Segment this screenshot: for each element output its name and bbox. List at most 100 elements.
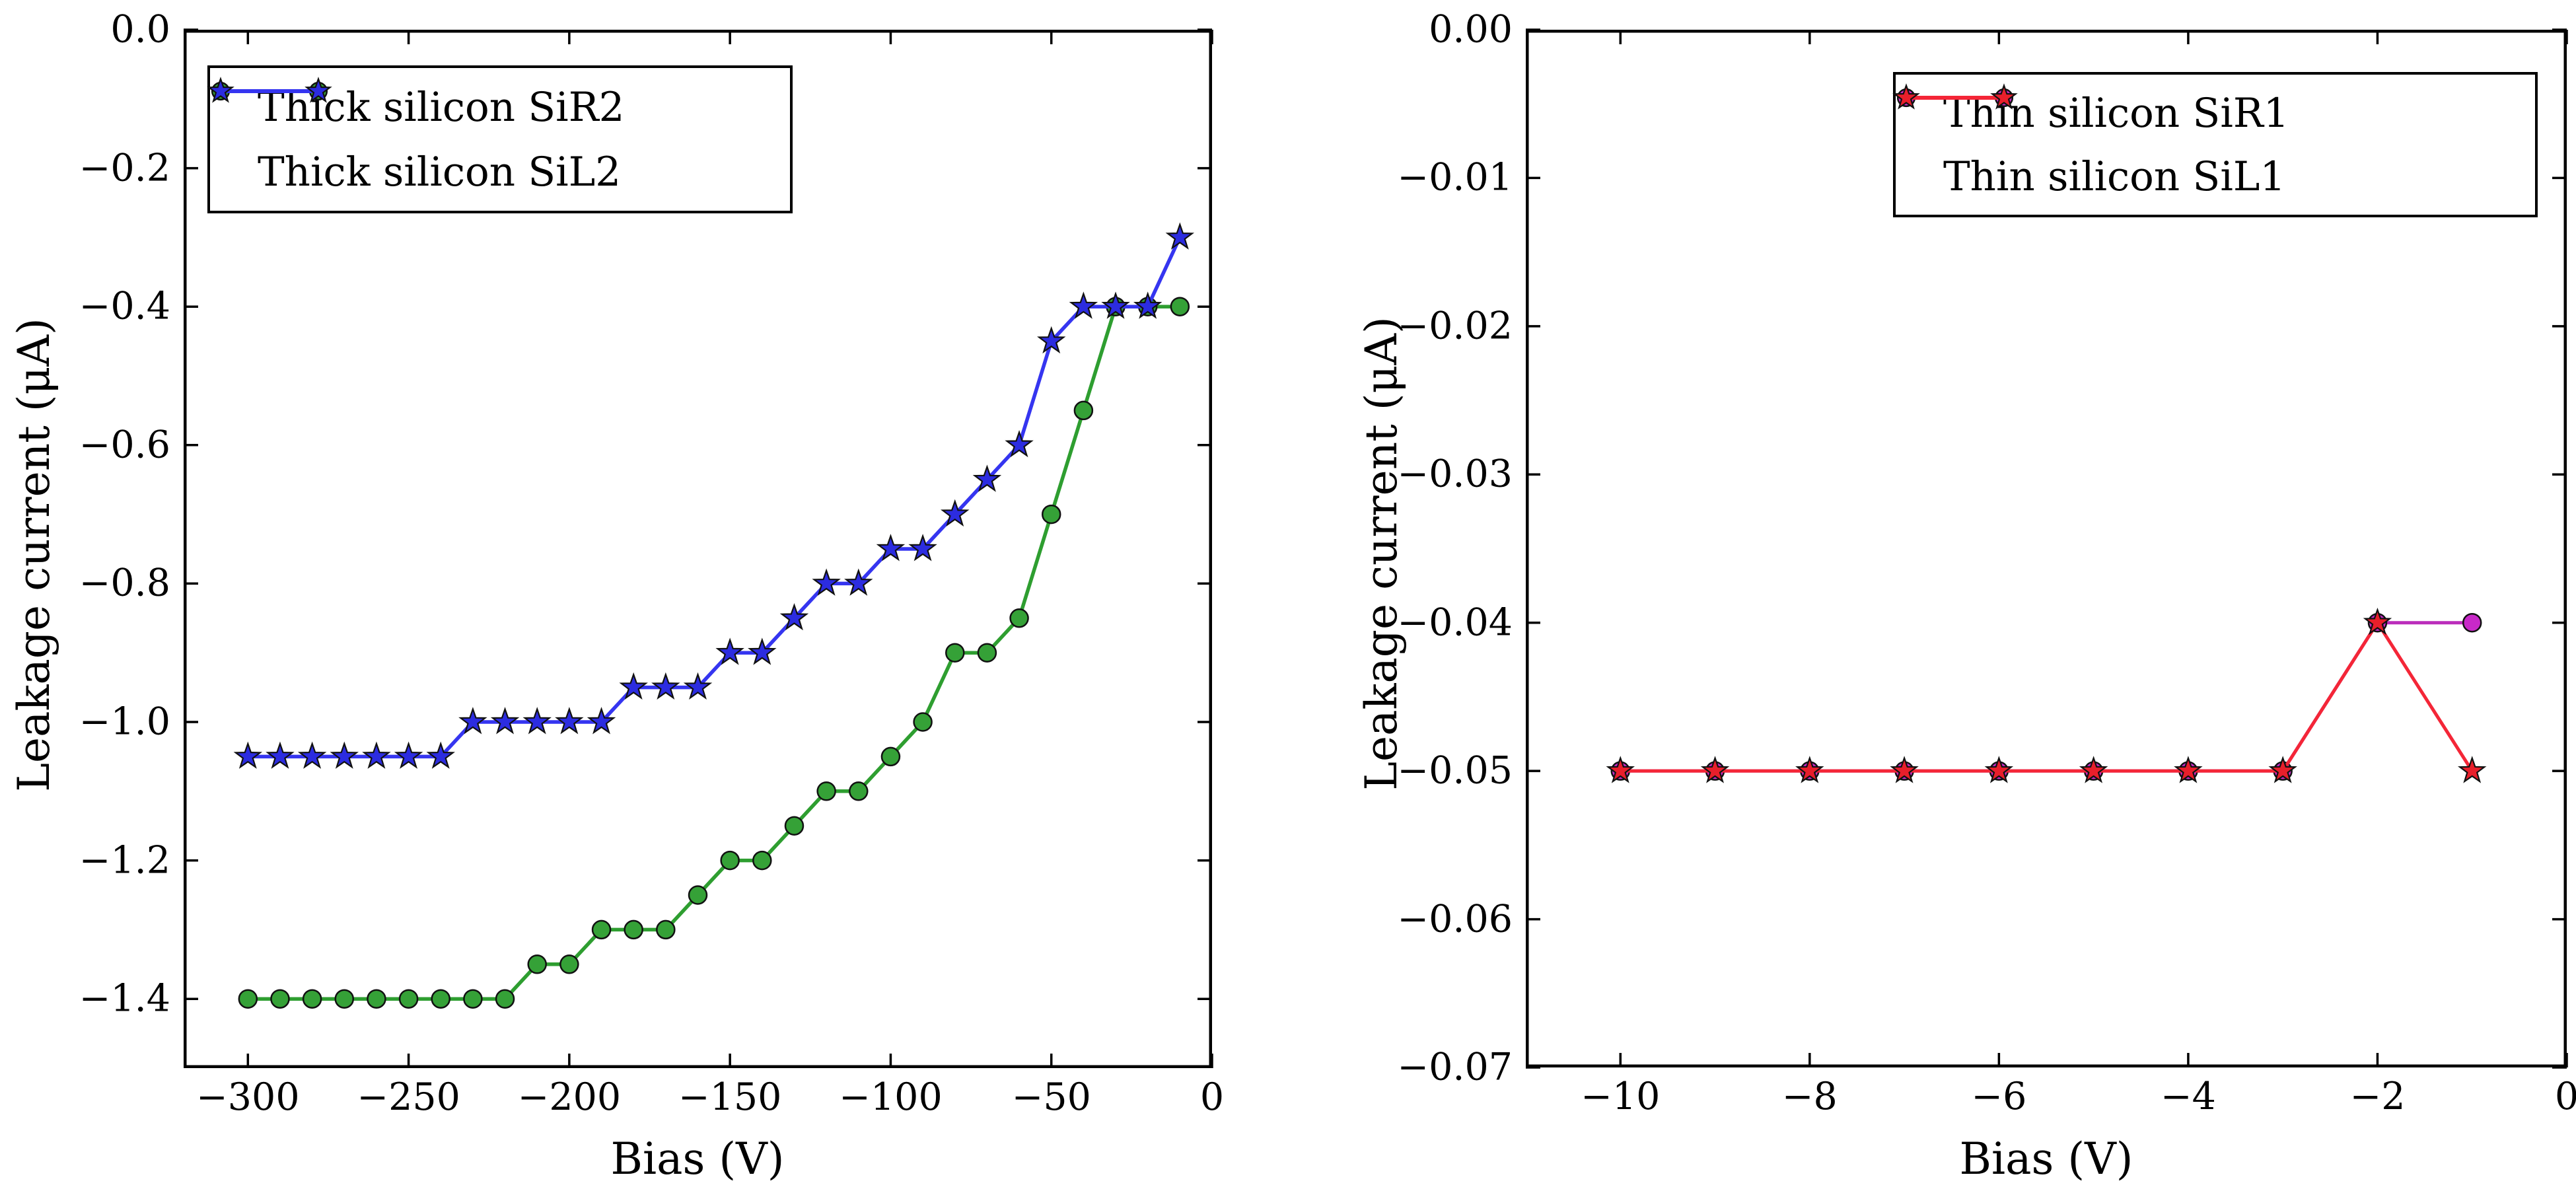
y-tick-label: 0.00 [1429,7,1513,52]
data-point-marker-circle [880,746,901,767]
data-point-marker-circle [977,643,997,663]
data-point-marker-star [2079,756,2108,783]
data-point-marker-star [651,672,680,700]
data-point-marker-circle [302,989,322,1009]
y-tick-label: −0.8 [79,561,170,605]
right-legend: Thin silicon SiR1 Thin silicon SiL1 [1892,72,2538,217]
data-point-marker-star [233,741,263,769]
y-tick-label: −0.05 [1397,748,1513,793]
data-point-marker-star [1795,756,1824,783]
data-point-marker-star [297,741,327,769]
series-line [1620,621,2472,773]
data-point-marker-star [1036,326,1066,354]
y-tick-label: −0.6 [79,423,170,467]
legend-sample-blue-star [207,77,332,103]
data-point-marker-circle [913,712,933,732]
data-point-marker-star [1005,429,1034,458]
data-point-marker-circle [1073,400,1094,421]
data-point-marker-star [1984,756,2014,783]
data-point-marker-star [941,499,970,527]
data-point-marker-star [1069,291,1098,319]
data-point-marker-star [1606,756,1635,783]
y-tick-label: 0.0 [110,7,170,52]
data-point-marker-circle [1041,504,1061,524]
left-plot-svg [184,28,1213,1068]
data-point-marker-star [490,707,520,735]
data-point-marker-circle [752,850,772,871]
data-point-marker-circle [495,989,515,1009]
data-point-marker-star [2363,607,2392,635]
data-point-marker-circle [720,850,740,871]
x-tick-label: −6 [1971,1075,2027,1118]
data-point-marker-star [394,741,423,769]
legend-label-thin-silicon-sil1: Thin silicon SiL1 [1943,153,2286,200]
left-axes: Thick silicon SiR2 Thick silicon SiL2 [184,28,1213,1068]
data-point-marker-star [1165,222,1195,250]
data-point-marker-star [748,637,777,665]
data-point-marker-star [972,464,1002,492]
legend-sample-red-star [1892,83,2018,110]
data-point-marker-star [2457,756,2487,783]
y-tick-label: −0.06 [1397,897,1513,941]
x-tick-label: 0 [1199,1075,1225,1119]
data-point-marker-star [207,77,234,103]
data-point-marker-circle [527,955,547,974]
data-point-marker-circle [270,989,290,1009]
data-point-marker-circle [1170,297,1190,316]
data-point-marker-circle [849,781,869,801]
right-plot-svg [1526,28,2568,1069]
data-point-marker-circle [367,989,386,1009]
x-tick-label: −10 [1581,1075,1661,1118]
data-point-marker-star [362,741,391,769]
y-tick-label: −1.0 [79,700,170,744]
y-tick-label: −0.03 [1397,452,1513,496]
data-point-marker-circle [1009,608,1029,628]
x-tick-label: −100 [839,1075,943,1119]
data-point-marker-star [876,534,906,561]
data-point-marker-star [779,602,809,631]
data-point-marker-star [266,741,295,769]
data-point-marker-star [844,568,873,596]
left-xaxis-label: Bias (V) [610,1134,785,1184]
data-point-marker-circle [334,989,355,1009]
legend-label-thick-silicon-sil2: Thick silicon SiL2 [258,148,622,196]
data-point-marker-star [1700,756,1730,783]
legend-item-thick-silicon-sil2: Thick silicon SiL2 [207,77,790,204]
y-tick-label: −1.4 [79,976,170,1021]
data-point-marker-star [555,707,584,735]
data-point-marker-star [812,568,841,596]
data-point-marker-circle [784,816,805,836]
data-point-marker-star [683,672,713,700]
data-point-marker-star [619,672,648,700]
data-point-marker-star [330,741,359,769]
data-point-marker-star [2174,756,2203,783]
data-point-marker-star [1990,83,2018,110]
series-line [248,236,1182,759]
axes-frame [184,30,1212,1068]
data-point-marker-circle [624,919,643,940]
data-point-marker-circle [688,885,708,905]
data-point-marker-circle [591,919,612,940]
data-point-marker-circle [816,781,836,801]
data-point-marker-circle [559,955,579,974]
data-point-marker-circle [238,989,258,1009]
right-axes: Thin silicon SiR1 Thin silicon SiL1 [1526,28,2568,1069]
data-point-marker-star [715,637,744,665]
x-tick-label: −300 [196,1075,300,1119]
data-point-marker-circle [656,919,676,940]
x-tick-label: −4 [2160,1075,2216,1118]
x-tick-label: −50 [1011,1075,1091,1119]
y-tick-label: −0.04 [1397,600,1513,645]
data-point-marker-star [908,534,937,561]
data-point-marker-star [458,707,487,735]
data-point-marker-star [1101,291,1130,319]
data-point-marker-star [1892,83,1920,110]
data-point-marker-star [522,707,552,735]
left-legend: Thick silicon SiR2 Thick silicon SiL2 [207,65,793,213]
legend-item-thin-silicon-sil1: Thin silicon SiL1 [1892,83,2535,208]
series-line [248,305,1180,1001]
right-yaxis-label: Leakage current (μA) [1356,316,1407,791]
data-point-marker-star [587,707,616,735]
data-point-marker-circle [431,989,450,1009]
y-tick-label: −0.4 [79,284,170,328]
